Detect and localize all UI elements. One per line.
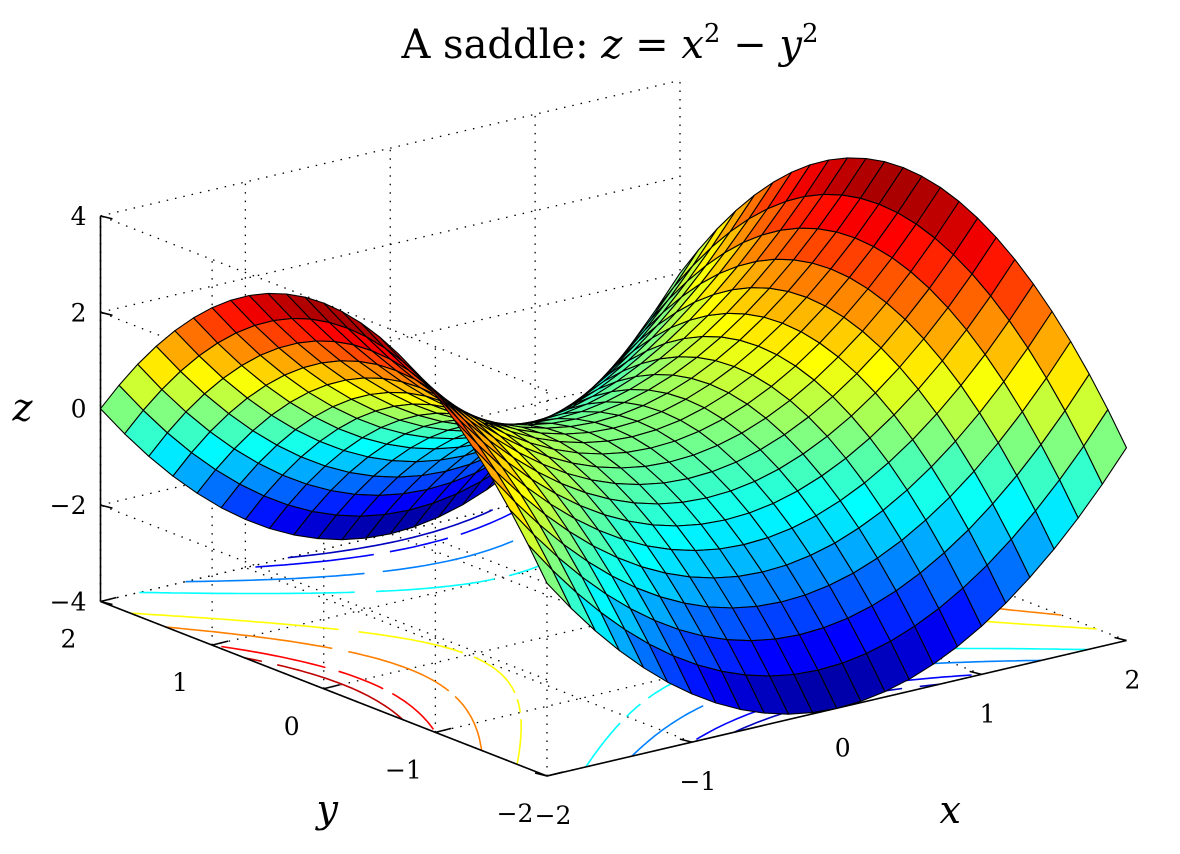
z-tick-label: 2 [71, 298, 87, 327]
surface-mesh [99, 157, 1128, 715]
y-tick-mark [323, 683, 340, 690]
y-tick-mark [100, 596, 117, 603]
x-tick-mark [534, 772, 548, 777]
y-tick-label: 1 [172, 668, 188, 697]
y-tick-label: −1 [385, 755, 422, 784]
tick-labels: −2 −1 0 1 2 −2 −1 0 1 2 −4 −2 0 2 4 [50, 202, 1141, 830]
z-axis-label: z [11, 386, 33, 430]
title-y-exponent: 2 [802, 19, 819, 49]
y-tick-mark [546, 771, 564, 777]
surface-patch [1083, 409, 1128, 485]
z-tick-label: −4 [50, 588, 87, 617]
y-tick-label: 2 [61, 625, 77, 654]
chart-title: A saddle: z = x2 − y2 [400, 19, 818, 68]
z-tick-label: −2 [50, 491, 87, 520]
x-tick-mark [969, 670, 982, 676]
title-minus: − [720, 22, 779, 68]
wall-grid-z [100, 79, 681, 217]
y-tick-mark [211, 640, 229, 646]
z-tick-mark [100, 600, 113, 606]
y-axis-label: y [315, 787, 339, 831]
floor-grid-y [211, 508, 792, 646]
wall-grid-z [100, 176, 681, 313]
z-tick-mark [100, 215, 113, 220]
z-tick-mark [100, 504, 113, 509]
y-tick-label: −2 [497, 799, 534, 828]
x-axis-label: x [939, 788, 960, 832]
y-tick-mark [435, 727, 452, 734]
title-x-term: x [681, 22, 704, 68]
y-tick-label: 0 [284, 712, 300, 741]
x-tick-label: 2 [1125, 666, 1141, 695]
title-equals: = [622, 22, 681, 68]
z-tick-label: 4 [71, 202, 87, 231]
x-tick-label: −1 [679, 767, 716, 796]
wall-grid-z [100, 272, 681, 410]
x-tick-label: 0 [835, 733, 851, 762]
x-tick-label: −2 [535, 801, 572, 830]
title-prefix: A saddle: [400, 22, 601, 68]
title-lhs: z [600, 22, 623, 68]
title-x-exponent: 2 [704, 19, 721, 49]
x-tick-label: 1 [980, 699, 996, 728]
z-tick-mark [100, 311, 113, 317]
title-y-term: y [777, 22, 803, 68]
z-tick-label: 0 [71, 395, 87, 424]
x-tick-mark [679, 738, 693, 743]
x-tick-mark [1114, 636, 1127, 642]
